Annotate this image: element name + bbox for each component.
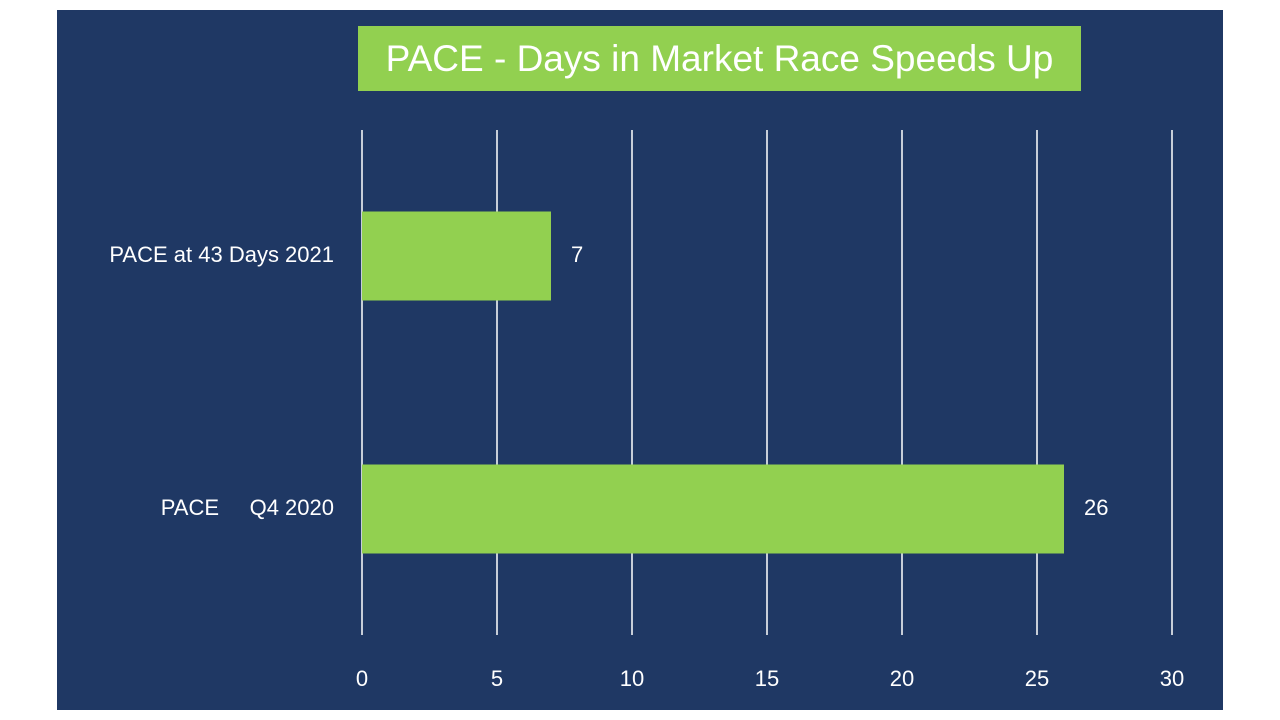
x-tick-label: 5: [491, 666, 503, 691]
category-label: PACE Q4 2020: [161, 495, 334, 520]
gridlines: [361, 130, 1173, 635]
bar: [362, 211, 551, 301]
category-label: PACE at 43 Days 2021: [109, 242, 334, 267]
bar: [362, 464, 1064, 554]
x-tick-label: 25: [1025, 666, 1049, 691]
x-tick-label: 15: [755, 666, 779, 691]
data-label: 26: [1084, 495, 1108, 520]
chart-title: PACE - Days in Market Race Speeds Up: [358, 26, 1081, 91]
data-label: 7: [571, 242, 583, 267]
x-tick-label: 30: [1160, 666, 1184, 691]
x-tick-label: 10: [620, 666, 644, 691]
labels: 0 5 10 15 20 25 30 PACE at 43 Days 2021 7 PACE Q4…: [109, 242, 1184, 691]
x-tick-label: 0: [356, 666, 368, 691]
x-tick-label: 20: [890, 666, 914, 691]
bars: [362, 211, 1064, 554]
chart-panel: [57, 10, 1223, 710]
